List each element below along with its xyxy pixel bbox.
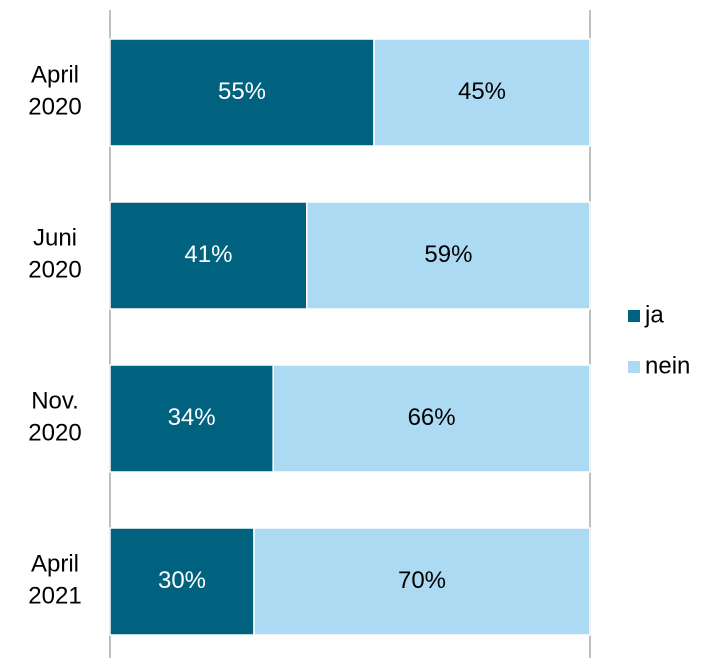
- bar-segment: [109, 364, 274, 473]
- bar-segment: [109, 201, 308, 310]
- value-label: 59%: [424, 241, 472, 268]
- value-label: 34%: [168, 404, 216, 431]
- value-label: 70%: [398, 567, 446, 594]
- category-label: April 2021: [28, 551, 81, 610]
- category-label: Nov. 2020: [28, 388, 81, 447]
- category-label: Juni 2020: [28, 225, 81, 284]
- value-label: 66%: [408, 404, 456, 431]
- bar-segment: [109, 527, 255, 636]
- legend-label: ja: [644, 301, 664, 328]
- category-label: April 2020: [28, 62, 81, 121]
- value-label: 45%: [458, 78, 506, 105]
- legend-label: nein: [645, 352, 690, 379]
- value-label: 55%: [218, 78, 266, 105]
- bar-segment: [306, 201, 591, 310]
- bar-segment: [272, 364, 591, 473]
- value-label: 30%: [158, 567, 206, 594]
- legend-swatch: [628, 310, 640, 322]
- value-label: 41%: [184, 241, 232, 268]
- legend-swatch: [628, 361, 640, 373]
- bar-segment: [373, 38, 591, 147]
- bar-segment: [109, 38, 375, 147]
- bar-segment: [253, 527, 591, 636]
